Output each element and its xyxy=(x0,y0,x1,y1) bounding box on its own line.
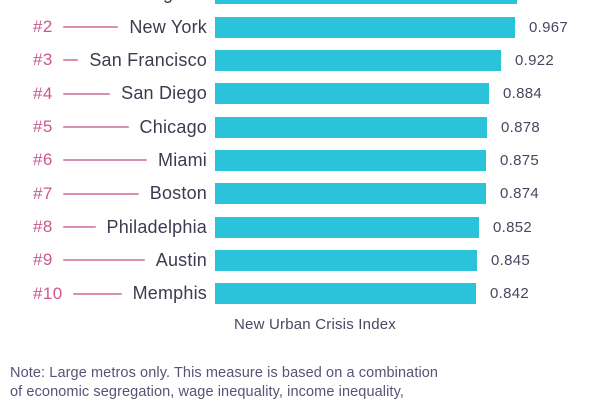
rank-label: #6 xyxy=(33,150,53,170)
value-label: 0.845 xyxy=(491,251,531,269)
chart-row: #8 Philadelphia 0.852 xyxy=(0,210,600,243)
chart-row: #5 Chicago 0.878 xyxy=(0,110,600,143)
row-label-area: #10 Memphis xyxy=(0,283,207,304)
row-label-area: #6 Miami xyxy=(0,150,207,171)
city-label: San Francisco xyxy=(89,49,207,70)
row-label-area: #2 New York xyxy=(0,17,207,38)
value-label: 0.884 xyxy=(503,85,543,103)
row-label-area: #5 Chicago xyxy=(0,117,207,138)
value-label: 0.922 xyxy=(515,51,555,69)
bar xyxy=(215,49,501,71)
bar xyxy=(215,149,486,171)
value-label: 0.852 xyxy=(493,218,533,236)
row-label-area: #1 Los Angeles xyxy=(0,0,207,4)
chart-row: #7 Boston 0.874 xyxy=(0,177,600,210)
city-label: Austin xyxy=(155,249,207,270)
chart-row: #1 Los Angeles xyxy=(0,0,600,10)
row-label-area: #7 Boston xyxy=(0,183,207,204)
city-label: Chicago xyxy=(139,116,207,137)
bar xyxy=(215,116,487,138)
rank-label: #3 xyxy=(33,50,53,70)
value-label: 0.842 xyxy=(490,285,530,303)
city-label: Miami xyxy=(158,149,207,170)
row-label-area: #8 Philadelphia xyxy=(0,217,207,238)
bar xyxy=(215,16,515,38)
chart-row: #10 Memphis 0.842 xyxy=(0,277,600,310)
bar xyxy=(215,283,476,305)
value-label: 0.874 xyxy=(500,185,540,203)
row-label-area: #9 Austin xyxy=(0,250,207,271)
row-label-area: #4 San Diego xyxy=(0,83,207,104)
city-label: Los Angeles xyxy=(107,0,207,4)
rank-dash-line xyxy=(62,92,111,95)
value-label: 0.878 xyxy=(501,118,541,136)
rank-label: #10 xyxy=(33,283,63,303)
rank-label: #4 xyxy=(33,83,53,103)
rank-label: #7 xyxy=(33,183,53,203)
city-label: Boston xyxy=(149,183,207,204)
rank-dash-line xyxy=(72,292,122,295)
rank-dash-line xyxy=(62,192,139,195)
city-label: New York xyxy=(129,16,207,37)
value-label: 0.875 xyxy=(500,151,540,169)
note-text: Note: Large metros only. This measure is… xyxy=(10,364,438,403)
rank-label: #8 xyxy=(33,217,53,237)
chart-row: #6 Miami 0.875 xyxy=(0,144,600,177)
rank-dash-line xyxy=(62,59,79,62)
chart-row: #9 Austin 0.845 xyxy=(0,244,600,277)
rank-dash-line xyxy=(62,26,119,29)
bar xyxy=(215,0,517,5)
rank-label: #2 xyxy=(33,17,53,37)
rank-dash-line xyxy=(62,259,145,262)
rank-label: #5 xyxy=(33,117,53,137)
bar xyxy=(215,183,486,205)
rank-label: #9 xyxy=(33,250,53,270)
city-label: San Diego xyxy=(121,83,207,104)
chart-row: #4 San Diego 0.884 xyxy=(0,77,600,110)
note-line-2: of economic segregation, wage inequality… xyxy=(10,383,404,400)
bar xyxy=(215,216,479,238)
note-line-1: Note: Large metros only. This measure is… xyxy=(10,365,439,381)
chart-rows: #1 Los Angeles #2 New York 0.967 #3 San … xyxy=(0,0,600,310)
chart-row: #3 San Francisco 0.922 xyxy=(0,44,600,77)
rank-dash-line xyxy=(62,226,96,229)
rank-dash-line xyxy=(62,159,147,162)
row-label-area: #3 San Francisco xyxy=(0,50,207,71)
city-label: Memphis xyxy=(132,283,207,304)
bar xyxy=(215,83,489,105)
chart-row: #2 New York 0.967 xyxy=(0,10,600,43)
rank-dash-line xyxy=(62,126,129,129)
city-label: Philadelphia xyxy=(106,216,207,237)
x-axis-label: New Urban Crisis Index xyxy=(234,316,396,333)
rank-label: #1 xyxy=(33,0,53,4)
value-label: 0.967 xyxy=(529,18,569,36)
bar xyxy=(215,249,477,271)
